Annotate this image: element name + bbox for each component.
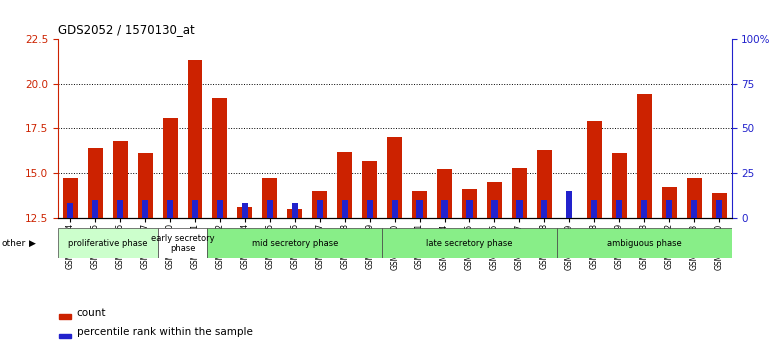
Bar	[207, 228, 382, 258]
Bar	[342, 200, 348, 218]
Bar	[691, 200, 697, 218]
Bar	[391, 200, 398, 218]
Bar	[641, 200, 648, 218]
Bar	[566, 191, 572, 218]
Text: count: count	[77, 308, 106, 318]
Bar	[417, 200, 423, 218]
Bar	[263, 178, 277, 218]
Bar	[58, 228, 158, 258]
Bar	[287, 209, 303, 218]
Bar	[88, 148, 102, 218]
Bar	[512, 168, 527, 218]
Bar	[162, 118, 178, 218]
Bar	[491, 200, 497, 218]
Bar	[316, 200, 323, 218]
Bar	[666, 200, 672, 218]
Bar	[516, 200, 523, 218]
Bar	[541, 200, 547, 218]
Bar	[587, 121, 601, 218]
Bar	[441, 200, 447, 218]
Bar	[616, 200, 622, 218]
Bar	[437, 170, 452, 218]
Bar	[711, 193, 727, 218]
Bar	[382, 228, 557, 258]
Bar	[167, 200, 173, 218]
Bar	[412, 191, 427, 218]
Text: ambiguous phase: ambiguous phase	[607, 239, 681, 248]
Text: percentile rank within the sample: percentile rank within the sample	[77, 327, 253, 337]
Bar	[467, 200, 473, 218]
Bar	[188, 61, 203, 218]
Bar	[387, 137, 402, 218]
Bar	[687, 178, 701, 218]
Text: early secretory
phase: early secretory phase	[151, 234, 214, 253]
Bar	[59, 334, 71, 338]
Text: other: other	[2, 239, 25, 248]
Bar	[337, 152, 352, 218]
Bar	[537, 150, 552, 218]
Bar	[158, 228, 207, 258]
Bar	[611, 153, 627, 218]
Text: ▶: ▶	[29, 239, 36, 248]
Bar	[557, 228, 732, 258]
Bar	[217, 200, 223, 218]
Bar	[487, 182, 502, 218]
Bar	[242, 204, 248, 218]
Bar	[716, 200, 722, 218]
Bar	[661, 187, 677, 218]
Bar	[138, 153, 152, 218]
Bar	[637, 95, 651, 218]
Bar	[117, 200, 123, 218]
Bar	[62, 178, 78, 218]
Bar	[591, 200, 598, 218]
Text: late secretory phase: late secretory phase	[427, 239, 513, 248]
Text: proliferative phase: proliferative phase	[68, 239, 147, 248]
Bar	[59, 314, 71, 319]
Bar	[292, 204, 298, 218]
Bar	[367, 200, 373, 218]
Text: GDS2052 / 1570130_at: GDS2052 / 1570130_at	[58, 23, 195, 36]
Bar	[142, 200, 148, 218]
Bar	[313, 191, 327, 218]
Bar	[213, 98, 227, 218]
Text: mid secretory phase: mid secretory phase	[252, 239, 338, 248]
Bar	[266, 200, 273, 218]
Bar	[362, 160, 377, 218]
Bar	[237, 207, 253, 218]
Bar	[67, 204, 73, 218]
Bar	[462, 189, 477, 218]
Bar	[92, 200, 99, 218]
Bar	[192, 200, 198, 218]
Bar	[112, 141, 128, 218]
